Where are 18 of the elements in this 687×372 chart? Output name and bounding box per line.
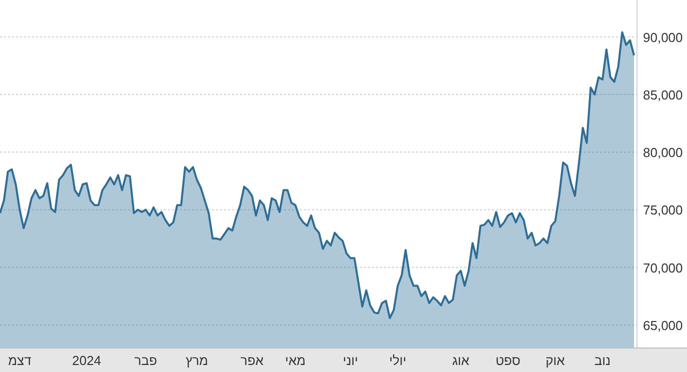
x-tick-label: 2024 — [72, 353, 102, 368]
x-tick-label: דצמ — [8, 353, 32, 368]
x-tick-label: אפר — [240, 353, 264, 368]
x-tick-label: מאי — [285, 353, 306, 368]
x-tick-label: מרץ — [186, 353, 208, 368]
x-tick-label: אוק — [546, 353, 565, 368]
x-tick-label: אוג — [452, 353, 470, 368]
y-tick-label: 80,000 — [643, 145, 683, 160]
x-tick-label: יולי — [389, 353, 406, 368]
x-tick-label: נוב — [594, 353, 611, 368]
x-tick-label: פבר — [134, 353, 158, 368]
y-tick-label: 90,000 — [643, 30, 683, 45]
y-tick-label: 65,000 — [643, 318, 683, 333]
x-tick-label: ספט — [496, 353, 520, 368]
y-tick-label: 70,000 — [643, 260, 683, 276]
y-tick-label: 75,000 — [643, 202, 683, 218]
y-tick-label: 85,000 — [643, 87, 683, 102]
x-tick-label: יוני — [342, 353, 358, 368]
